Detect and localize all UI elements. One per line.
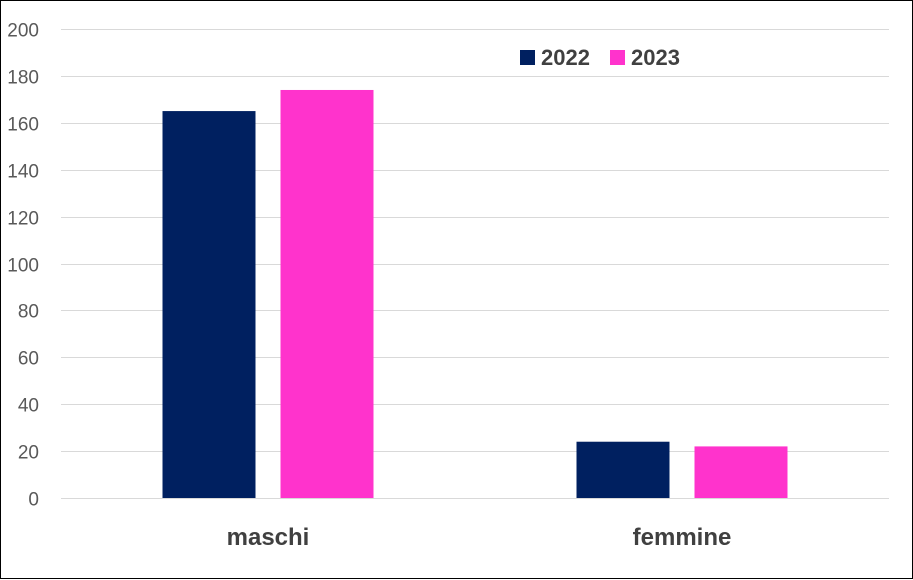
x-axis-category-labels: maschi femmine (227, 524, 732, 551)
bar-maschi-2022 (162, 111, 256, 498)
bar-femmine-2023 (694, 446, 788, 498)
y-tick-label: 20 (18, 443, 39, 464)
y-tick-label: 0 (28, 490, 39, 511)
y-tick-label: 40 (18, 396, 39, 417)
legend: 2022 2023 (520, 45, 680, 70)
y-tick-label: 80 (18, 302, 39, 323)
y-tick-label: 140 (7, 162, 39, 183)
y-tick-label: 100 (7, 256, 39, 277)
x-category-label-femmine: femmine (633, 524, 732, 551)
y-tick-label: 60 (18, 349, 39, 370)
legend-label-2023: 2023 (631, 45, 680, 70)
y-tick-label: 180 (7, 68, 39, 89)
bars (162, 89, 788, 498)
y-tick-label: 200 (7, 21, 39, 42)
y-tick-label: 160 (7, 115, 39, 136)
bar-femmine-2022 (576, 441, 670, 498)
bar-maschi-2023 (280, 89, 374, 498)
x-category-label-maschi: maschi (227, 524, 310, 551)
legend-swatch-2022 (520, 50, 535, 65)
y-tick-label: 120 (7, 209, 39, 230)
y-axis-tick-labels: 0 20 40 60 80 100 120 140 160 180 200 (7, 21, 39, 511)
legend-label-2022: 2022 (541, 45, 590, 70)
legend-swatch-2023 (610, 50, 625, 65)
